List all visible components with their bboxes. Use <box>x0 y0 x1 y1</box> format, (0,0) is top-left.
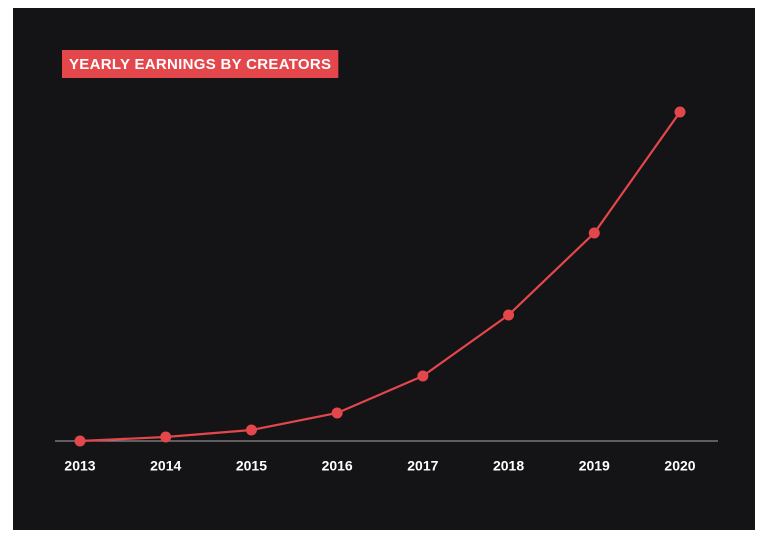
x-tick-label: 2013 <box>64 458 95 474</box>
x-tick-label: 2019 <box>579 458 610 474</box>
data-point <box>674 106 686 118</box>
x-tick-label: 2017 <box>407 458 438 474</box>
x-tick-label: 2018 <box>493 458 524 474</box>
chart-background <box>13 8 755 530</box>
x-tick-label: 2015 <box>236 458 267 474</box>
x-tick-label: 2014 <box>150 458 181 474</box>
chart-title: YEARLY EARNINGS BY CREATORS <box>69 56 331 73</box>
data-point <box>245 424 257 436</box>
data-point <box>417 370 429 382</box>
data-line <box>79 111 681 443</box>
data-point <box>588 227 600 239</box>
title-badge <box>62 50 339 78</box>
data-point <box>503 309 515 321</box>
x-tick-label: 2020 <box>664 458 695 474</box>
data-point <box>331 407 343 419</box>
data-point <box>160 431 172 443</box>
x-tick-label: 2016 <box>322 458 353 474</box>
data-point <box>74 435 86 447</box>
